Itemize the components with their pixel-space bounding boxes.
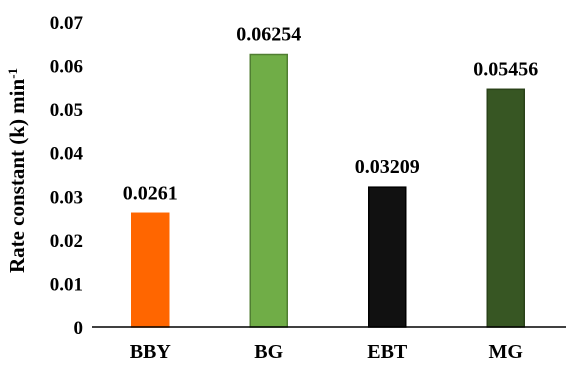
category-label-bby: BBY [130, 341, 172, 363]
bars-group [131, 53, 525, 328]
y-axis-title-superscript: -1 [5, 68, 20, 79]
category-labels-group: BBY BG EBT MG [130, 341, 524, 363]
y-tick-label: 0.01 [50, 274, 83, 295]
data-label-bg: 0.06254 [236, 24, 301, 46]
data-label-mg: 0.05456 [473, 58, 538, 80]
category-label-ebt: EBT [367, 341, 408, 363]
y-tick-label: 0.04 [50, 144, 84, 165]
bar-bg [249, 53, 288, 328]
data-label-bby: 0.0261 [123, 182, 178, 204]
bar-mg [486, 88, 525, 328]
y-tick-label: 0.07 [50, 13, 84, 34]
category-label-mg: MG [489, 341, 524, 363]
y-tick-label: 0.06 [50, 57, 83, 78]
category-label-bg: BG [254, 341, 283, 363]
data-label-ebt: 0.03209 [355, 156, 420, 178]
y-axis-ticks: 0 0.01 0.02 0.03 0.04 0.05 0.06 0.07 [50, 13, 84, 339]
y-tick-label: 0.03 [50, 187, 83, 208]
y-axis-title-main: Rate constant (k) min [5, 78, 29, 273]
y-tick-label: 0.05 [50, 100, 83, 121]
data-labels-group: 0.0261 0.06254 0.03209 0.05456 [123, 24, 539, 205]
bar-bby [131, 212, 170, 328]
y-tick-label: 0.02 [50, 231, 83, 252]
bar-ebt [368, 186, 407, 328]
y-tick-label: 0 [74, 318, 84, 339]
y-axis-title: Rate constant (k) min-1 [5, 68, 30, 273]
